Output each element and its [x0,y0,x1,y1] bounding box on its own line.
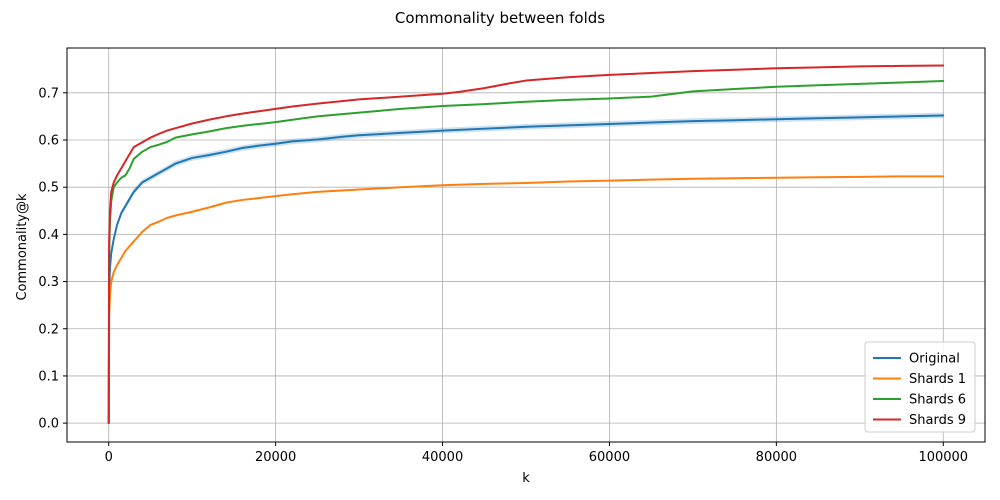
y-tick-label: 0.7 [38,86,59,101]
series-lines [107,64,945,425]
grid [67,48,985,442]
x-axis-label: k [522,471,530,486]
x-tick-label: 0 [105,450,113,465]
x-tick-label: 80000 [756,450,797,465]
y-axis-ticks: 0.0 0.1 0.2 0.3 0.4 0.5 0.6 0.7 [38,86,67,432]
y-tick-label: 0.3 [38,275,59,290]
legend-label-shards-9: Shards 9 [909,413,966,428]
plot-frame [66,47,986,443]
x-tick-label: 20000 [255,450,296,465]
y-tick-label: 0.1 [38,369,59,384]
y-tick-label: 0.2 [38,322,59,337]
series-line-shards-9 [107,64,945,425]
series-line-shards-1 [107,175,945,425]
series-line-original [107,114,945,425]
legend-label-shards-1: Shards 1 [909,372,966,387]
confidence-bands [108,112,944,426]
x-tick-label: 40000 [422,450,463,465]
y-axis-label: Commonality@k [15,193,30,301]
y-tick-label: 0.5 [38,181,59,196]
legend: Original Shards 1 Shards 6 Shards 9 [864,341,976,433]
series-line-shards-6 [107,80,945,425]
chart-title: Commonality between folds [395,9,605,27]
legend-label-original: Original [909,352,960,367]
series-band-original [108,112,944,426]
y-tick-label: 0.6 [38,134,59,149]
y-tick-label: 0.0 [38,417,59,432]
x-tick-label: 100000 [918,450,968,465]
legend-label-shards-6: Shards 6 [909,393,966,408]
legend-box [864,341,976,433]
x-tick-label: 60000 [589,450,630,465]
y-tick-label: 0.4 [38,228,59,243]
x-axis-ticks: 0 20000 40000 60000 80000 100000 [105,442,968,465]
